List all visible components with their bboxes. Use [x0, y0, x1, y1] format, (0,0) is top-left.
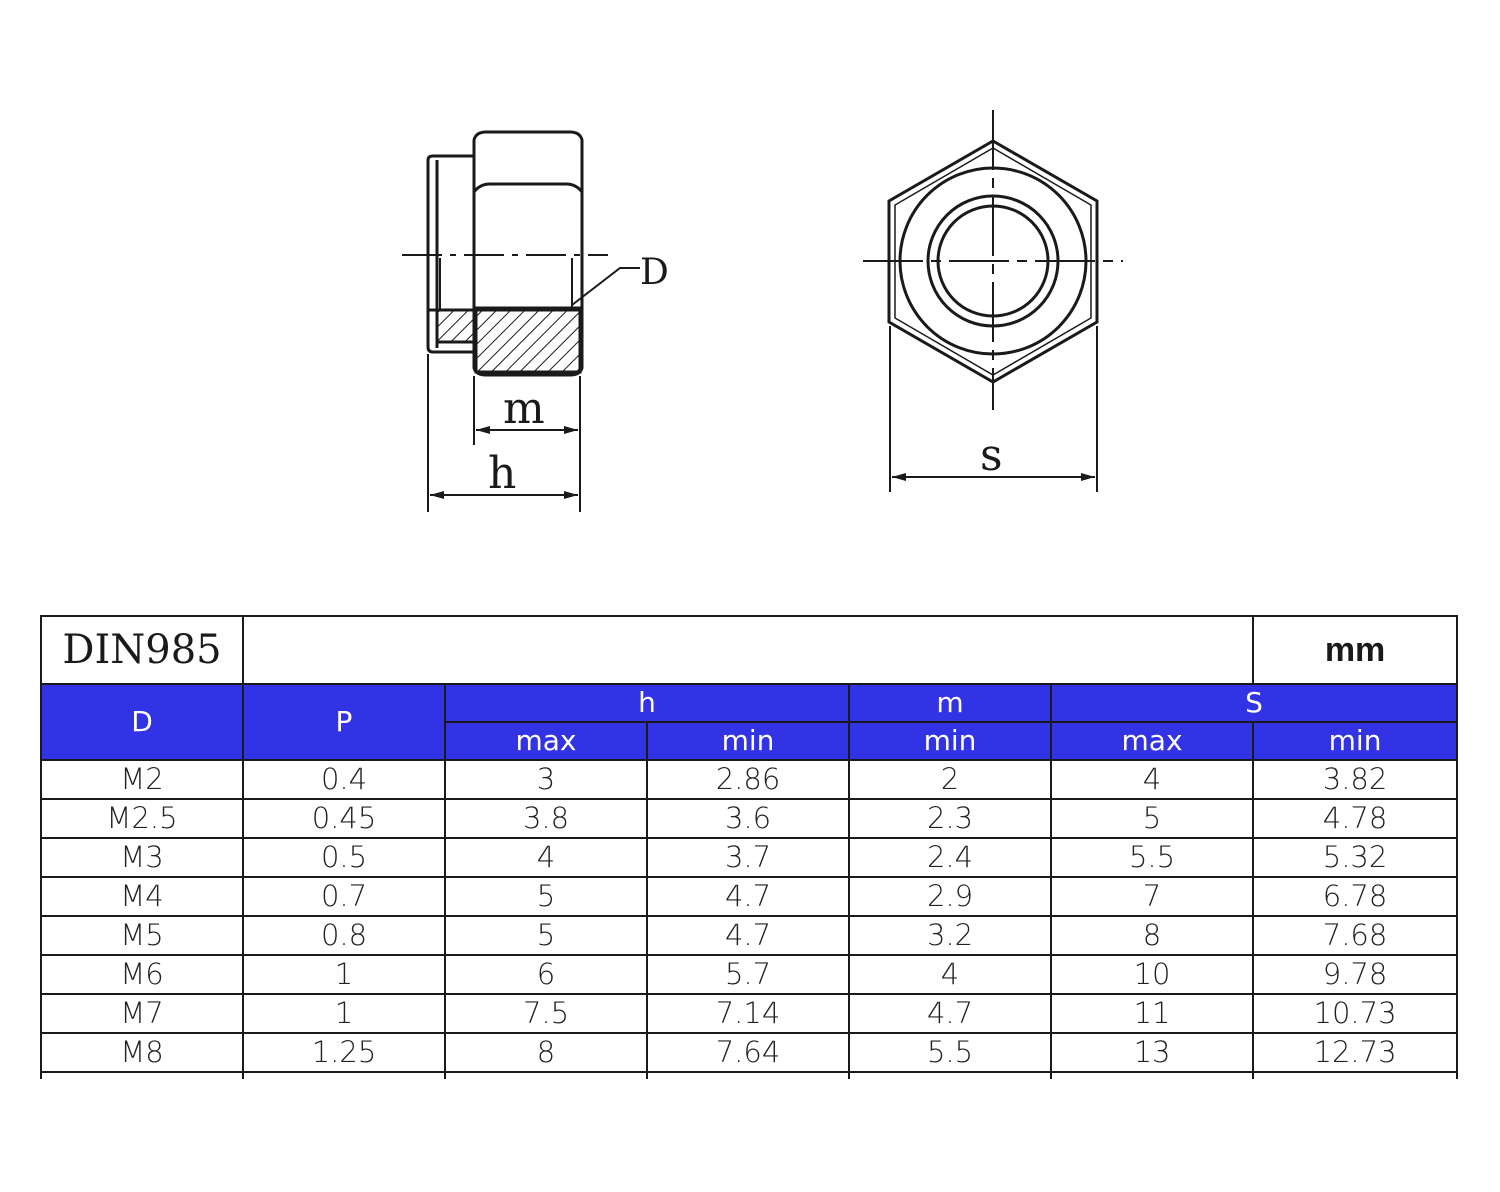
table-cell: 8	[444, 1032, 648, 1073]
table-cell: 4.7	[646, 876, 850, 917]
table-cell: 1	[242, 954, 446, 995]
table-row: M6 1 6 5.7 4 10 9.78	[40, 954, 1459, 995]
table-row: M5 0.8 5 4.7 3.2 8 7.68	[40, 915, 1459, 956]
table-cell: 4.7	[848, 993, 1052, 1034]
label-h: h	[488, 448, 516, 499]
table-cell: 11	[1049, 993, 1255, 1034]
table-cell: 5	[444, 915, 648, 956]
table-cell: 7.14	[646, 993, 850, 1034]
nut-technical-drawing: D m h s	[402, 110, 1123, 512]
header-m-min: min	[848, 721, 1052, 761]
unit-label: mm	[1252, 615, 1459, 685]
header-d: D	[40, 683, 244, 761]
din985-dimension-table: DIN985 mm D P h m S max min min max min …	[40, 615, 1459, 1079]
label-d: D	[640, 252, 669, 293]
table-cell: 8	[1049, 915, 1255, 956]
table-cell: 7	[1049, 876, 1255, 917]
table-cell: 4	[848, 954, 1052, 995]
table-cell: M5	[40, 915, 244, 956]
table-cell: 5.5	[848, 1032, 1052, 1073]
table-cell: 4.7	[646, 915, 850, 956]
table-cell: 5	[1049, 798, 1255, 839]
table-cell: 3.82	[1252, 759, 1459, 800]
table-cell: 2.4	[848, 837, 1052, 878]
table-cell: 13	[1049, 1032, 1255, 1073]
front-view	[863, 110, 1123, 492]
header-s: S	[1049, 683, 1459, 723]
table-cell: 1.25	[242, 1032, 446, 1073]
table-cell: M2.5	[40, 798, 244, 839]
table-cell: 0.7	[242, 876, 446, 917]
table-cell: 3.8	[444, 798, 648, 839]
table-cell: 4	[444, 837, 648, 878]
table-cell: 4	[1049, 759, 1255, 800]
label-m: m	[503, 383, 545, 434]
table-row: M4 0.7 5 4.7 2.9 7 6.78	[40, 876, 1459, 917]
table-cell: M3	[40, 837, 244, 878]
table-title: DIN985	[40, 615, 244, 685]
header-m: m	[848, 683, 1052, 723]
table-cell: 0.8	[242, 915, 446, 956]
table-cell: 3.2	[848, 915, 1052, 956]
table-row: M7 1 7.5 7.14 4.7 11 10.73	[40, 993, 1459, 1034]
cropped-cell	[646, 1071, 850, 1079]
table-row: M2.5 0.45 3.8 3.6 2.3 5 4.78	[40, 798, 1459, 839]
header-h: h	[444, 683, 850, 723]
table-cell: 0.4	[242, 759, 446, 800]
header-p: P	[242, 683, 446, 761]
table-cell: 0.5	[242, 837, 446, 878]
table-cell: 10	[1049, 954, 1255, 995]
header-s-max: max	[1049, 721, 1255, 761]
table-cell: M8	[40, 1032, 244, 1073]
table-row: M8 1.25 8 7.64 5.5 13 12.73	[40, 1032, 1459, 1073]
header-s-min: min	[1252, 721, 1459, 761]
table-cell: 7.64	[646, 1032, 850, 1073]
table-cell: M6	[40, 954, 244, 995]
table-cell: 5.5	[1049, 837, 1255, 878]
table-cell: 2.86	[646, 759, 850, 800]
cropped-cell	[848, 1071, 1052, 1079]
table-cell: 12.73	[1252, 1032, 1459, 1073]
label-s: s	[980, 430, 1003, 481]
table-cell: 7.5	[444, 993, 648, 1034]
table-cell: M2	[40, 759, 244, 800]
table-cell: 7.68	[1252, 915, 1459, 956]
title-row: DIN985 mm	[40, 615, 1459, 685]
table-row: M3 0.5 4 3.7 2.4 5.5 5.32	[40, 837, 1459, 878]
table-cell: 5.7	[646, 954, 850, 995]
cropped-cell	[40, 1071, 244, 1079]
table-cell: 2.9	[848, 876, 1052, 917]
table-cell: 3	[444, 759, 648, 800]
table-row: M2 0.4 3 2.86 2 4 3.82	[40, 759, 1459, 800]
table-cell: 5	[444, 876, 648, 917]
table-cell: 5.32	[1252, 837, 1459, 878]
table-cell: 9.78	[1252, 954, 1459, 995]
table-cell: 1	[242, 993, 446, 1034]
table-cell: M7	[40, 993, 244, 1034]
title-blank	[241, 615, 1255, 685]
header-h-min: min	[646, 721, 850, 761]
cropped-cell	[444, 1071, 648, 1079]
table-cell: 2	[848, 759, 1052, 800]
side-view	[402, 130, 640, 512]
table-cell: 2.3	[848, 798, 1052, 839]
header-row-1: D P h m S	[40, 683, 1459, 761]
cropped-cell	[242, 1071, 446, 1079]
cropped-cell	[1049, 1071, 1255, 1079]
table-cell: M4	[40, 876, 244, 917]
cropped-cell	[1252, 1071, 1459, 1079]
table-cell: 0.45	[242, 798, 446, 839]
table-cell: 6	[444, 954, 648, 995]
header-h-max: max	[444, 721, 648, 761]
table-cell: 4.78	[1252, 798, 1459, 839]
table-cell: 3.7	[646, 837, 850, 878]
header-row-2: max min min max min	[41, 721, 1459, 761]
table-cell: 6.78	[1252, 876, 1459, 917]
table-cell: 10.73	[1252, 993, 1459, 1034]
table-cell: 3.6	[646, 798, 850, 839]
cropped-row	[40, 1071, 1459, 1079]
